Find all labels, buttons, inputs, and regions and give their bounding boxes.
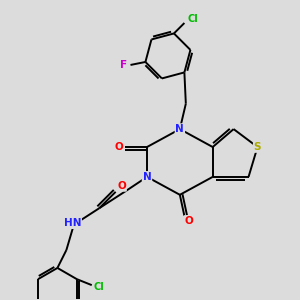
Text: Cl: Cl [188,14,198,23]
Text: O: O [184,216,193,226]
Text: F: F [120,60,128,70]
Text: HN: HN [64,218,81,228]
Text: O: O [115,142,124,152]
Text: N: N [176,124,184,134]
Text: S: S [254,142,261,152]
Text: Cl: Cl [94,282,105,292]
Text: O: O [117,181,126,191]
Text: N: N [142,172,152,182]
